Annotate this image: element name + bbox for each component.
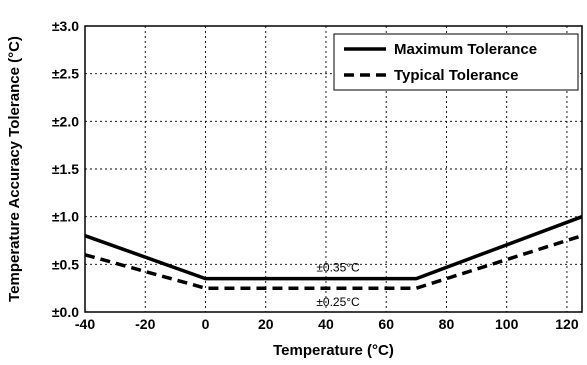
legend-label-maximum-tolerance: Maximum Tolerance [394, 41, 537, 58]
legend: Maximum Tolerance Typical Tolerance [333, 33, 579, 91]
tick-labels: -40 -20 0 20 40 60 80 100 120 ±0.0 ±0.5 ±1.0 ±1.5 ±2.… [52, 18, 579, 332]
y-tick-label: ±2.0 [52, 113, 79, 129]
y-tick-label: ±0.0 [52, 304, 79, 320]
plot-area-frame [84, 25, 583, 313]
y-axis-label: Temperature Accuracy Tolerance (°C) [6, 36, 23, 302]
x-tick-label: 60 [378, 316, 394, 332]
y-tick-label: ±0.5 [52, 256, 79, 272]
legend-box [333, 33, 579, 91]
annotations: ±0.35°C ±0.25°C [316, 261, 360, 310]
y-tick-label: ±3.0 [52, 18, 79, 34]
x-tick-label: 120 [555, 316, 579, 332]
x-tick-label: -40 [75, 316, 95, 332]
y-tick-label: ±2.5 [52, 66, 79, 82]
x-tick-label: 100 [495, 316, 519, 332]
y-tick-label: ±1.5 [52, 161, 79, 177]
x-tick-label: 40 [318, 316, 334, 332]
x-tick-label: -20 [135, 316, 155, 332]
legend-label-typical-tolerance: Typical Tolerance [394, 67, 519, 84]
x-tick-label: 0 [202, 316, 210, 332]
y-tick-label: ±1.0 [52, 209, 79, 225]
series-layer [84, 215, 583, 290]
x-axis-label: Temperature (°C) [273, 342, 394, 359]
x-tick-label: 80 [439, 316, 455, 332]
annotation-label: ±0.25°C [316, 295, 360, 309]
x-tick-label: 20 [258, 316, 274, 332]
annotation-label: ±0.35°C [316, 261, 360, 275]
series-line-typical-tolerance [84, 234, 583, 290]
series-line-maximum-tolerance [84, 215, 583, 281]
